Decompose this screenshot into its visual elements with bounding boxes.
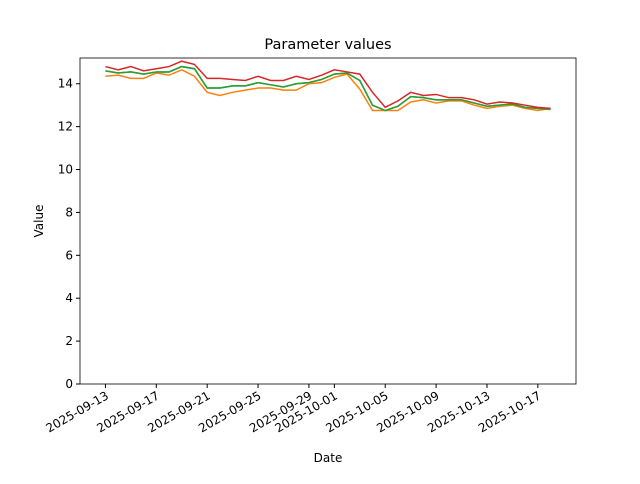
y-tick-label: 6 bbox=[65, 248, 73, 262]
y-tick-label: 2 bbox=[65, 334, 73, 348]
plot-frame bbox=[79, 57, 577, 385]
series-line bbox=[105, 60, 551, 110]
y-tick-label: 8 bbox=[65, 205, 73, 219]
x-axis-label: Date bbox=[314, 451, 343, 465]
y-tick-label: 0 bbox=[65, 377, 73, 391]
y-tick-label: 4 bbox=[65, 291, 73, 305]
y-tick-label: 14 bbox=[58, 77, 73, 91]
y-tick-label: 12 bbox=[58, 120, 73, 134]
chart-title: Parameter values bbox=[264, 37, 391, 53]
series-line bbox=[105, 65, 551, 112]
series-line bbox=[105, 68, 551, 112]
y-tick-label: 10 bbox=[58, 163, 73, 177]
y-axis-label: Value bbox=[32, 205, 46, 238]
